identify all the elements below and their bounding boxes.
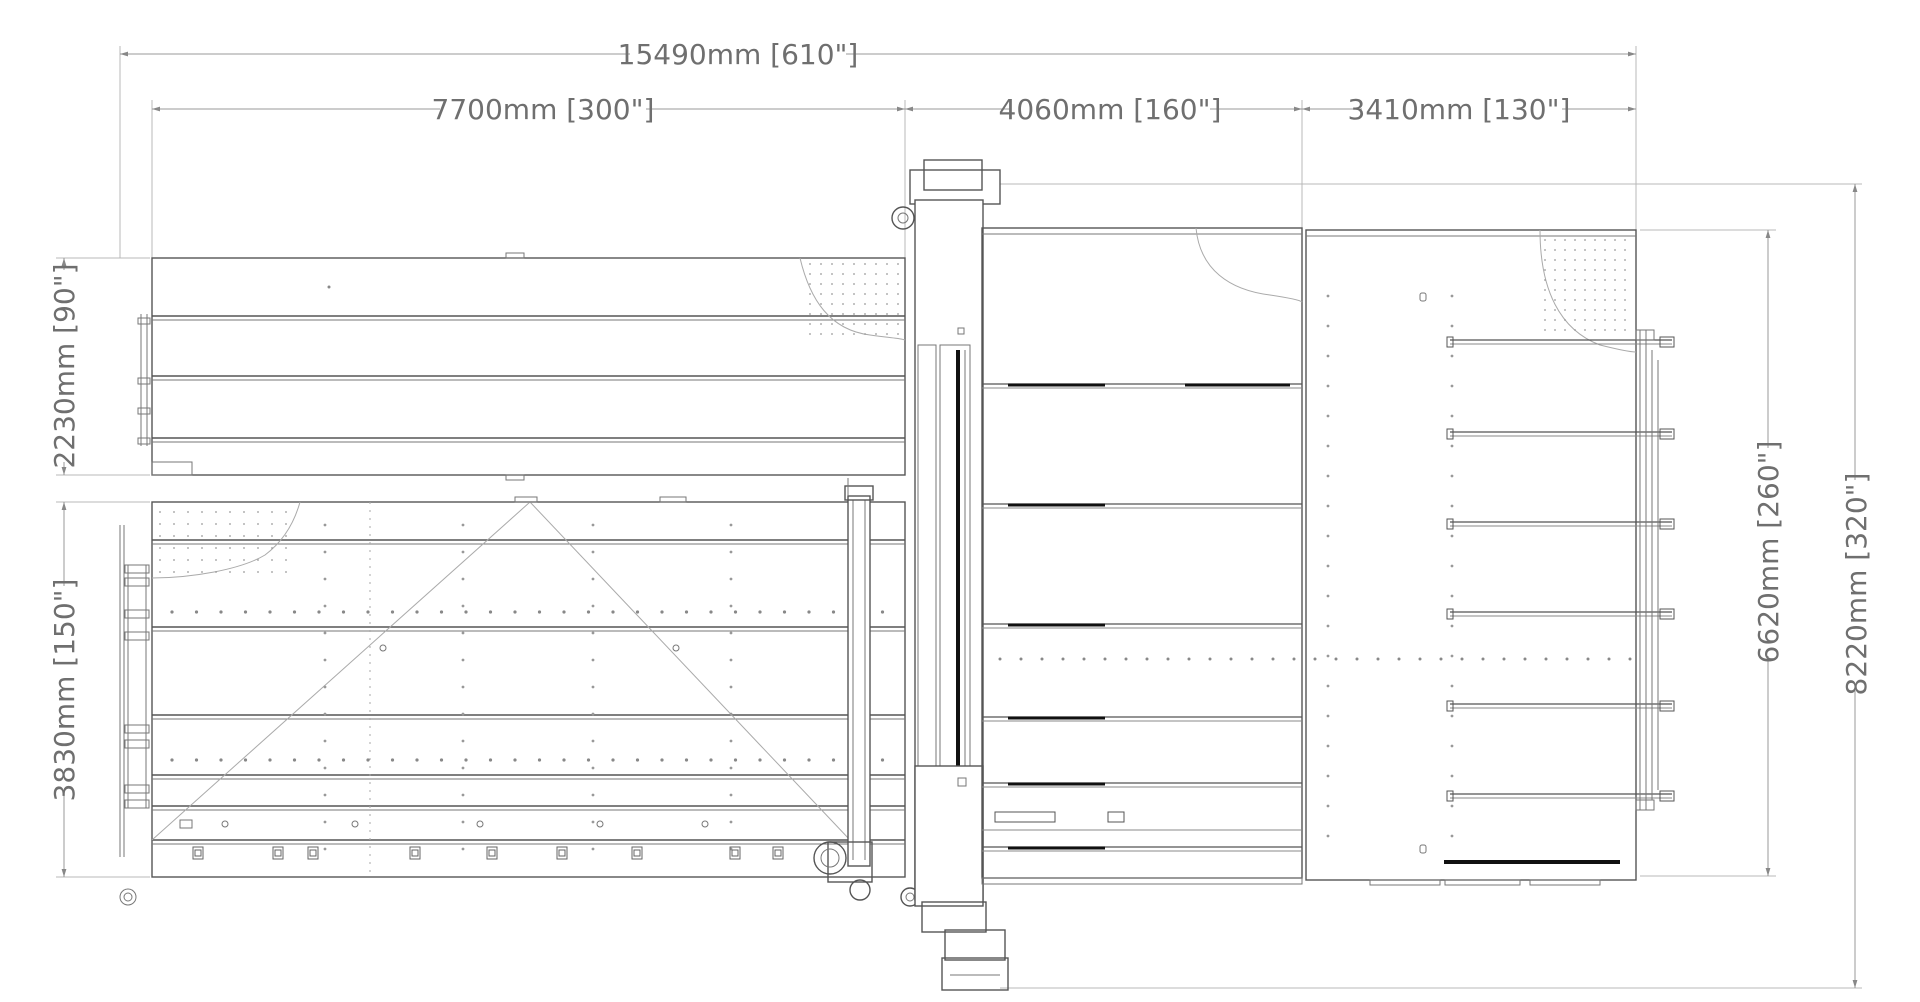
right-table-height-label: 6620mm [260"] (1752, 441, 1785, 664)
right-table (1305, 229, 1637, 881)
upper-left-table (137, 252, 906, 481)
upper-table-dot-pattern (809, 263, 899, 335)
bottom-base-strips (981, 877, 1601, 886)
right-table-dot-pattern (998, 239, 1632, 838)
lower-table-clamps (192, 846, 784, 860)
overall-height-label: 8220mm [320"] (1840, 473, 1873, 696)
middle-section-width-label: 4060mm [160"] (999, 93, 1222, 126)
left-section-width-label: 7700mm [300"] (432, 93, 655, 126)
cutting-bridge (813, 478, 920, 907)
overall-width-label: 15490mm [610"] (618, 38, 859, 71)
dimension-labels: 15490mm [610"] 7700mm [300"] 4060mm [160… (46, 36, 1873, 801)
middle-table-rails (982, 383, 1302, 852)
lower-left-table (151, 496, 906, 878)
central-gantry (891, 159, 1009, 991)
lower-table-dot-pattern (159, 511, 885, 851)
right-section-width-label: 3410mm [130"] (1348, 93, 1571, 126)
right-side-rail (1635, 329, 1659, 811)
middle-table (981, 227, 1303, 879)
right-table-arms (1446, 336, 1675, 802)
left-bumper-rail (119, 525, 150, 906)
upper-table-height-label: 2230mm [90"] (48, 263, 81, 468)
lower-table-height-label: 3830mm [150"] (48, 579, 81, 802)
